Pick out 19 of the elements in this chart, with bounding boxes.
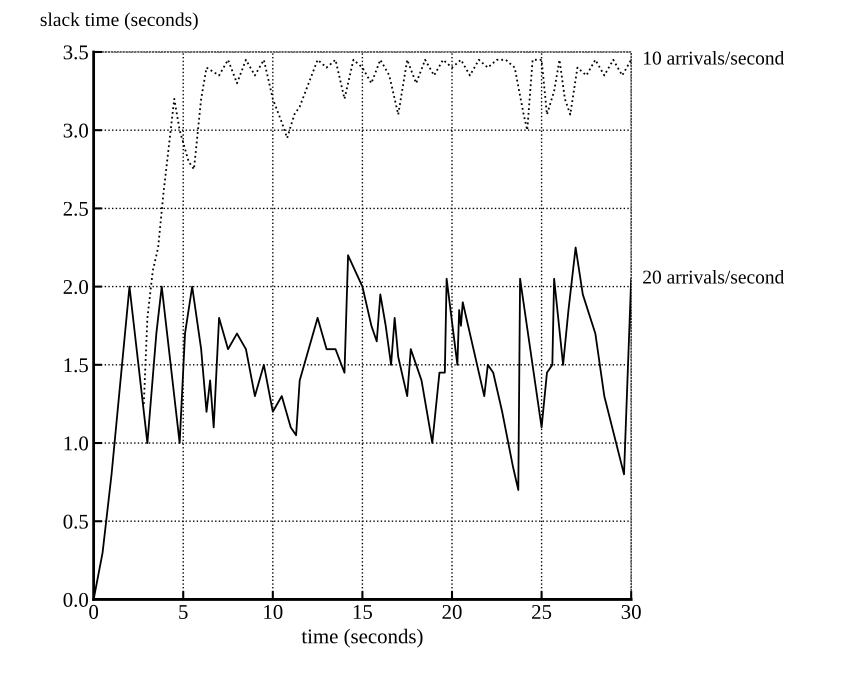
series-label: 10 arrivals/second (644, 50, 784, 65)
x-tick-label: 5 (179, 605, 188, 619)
x-tick-label: 25 (532, 604, 552, 619)
y-tick-label: 2.0 (64, 280, 88, 294)
y-tick-label: 0.0 (64, 592, 88, 607)
y-tick-label: 1.5 (64, 358, 88, 372)
y-tick-label: 2.5 (64, 202, 88, 216)
y-tick-label: 3.0 (64, 124, 88, 138)
x-tick-label: 0 (89, 604, 98, 619)
x-axis-title: time (seconds) (302, 628, 423, 648)
series-label: 20 arrivals/second (643, 270, 784, 284)
x-tick-label: 10 (264, 604, 282, 619)
y-tick-label: 3.5 (64, 45, 88, 60)
x-tick-label: 30 (622, 604, 641, 619)
x-tick-label: 15 (354, 605, 372, 619)
y-tick-label: 0.5 (64, 514, 88, 529)
x-tick-label: 20 (442, 604, 462, 619)
y-tick-label: 1.0 (64, 436, 88, 451)
y-axis-title: slack time (seconds) (40, 12, 198, 30)
